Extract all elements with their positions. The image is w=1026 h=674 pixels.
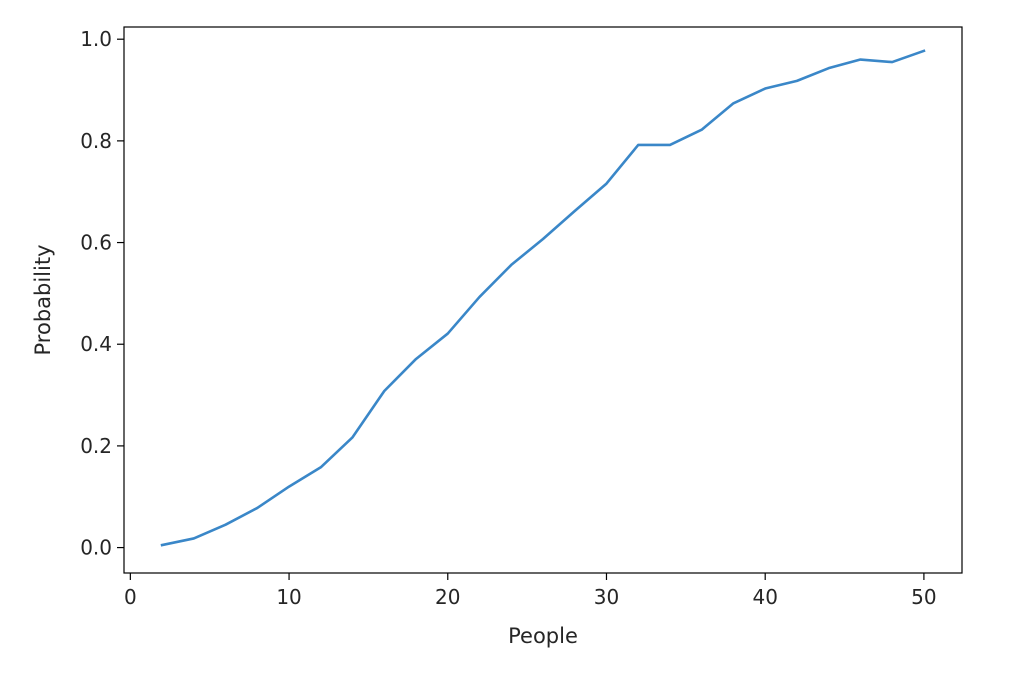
x-tick-label: 10 [276, 585, 301, 609]
x-tick-label: 0 [124, 585, 137, 609]
x-tick-label: 20 [435, 585, 460, 609]
y-axis-label: Probability [31, 244, 55, 355]
series-layer [162, 51, 924, 545]
x-tick-label: 40 [752, 585, 777, 609]
x-axis: 0 10 20 30 40 50 [124, 573, 937, 609]
axes-frame [124, 27, 962, 573]
x-tick-label: 50 [911, 585, 936, 609]
y-tick-label: 0.8 [80, 129, 112, 153]
y-tick-label: 0.6 [80, 231, 112, 255]
series-line [162, 51, 924, 545]
y-axis: 0.0 0.2 0.4 0.6 0.8 1.0 [80, 27, 124, 559]
x-tick-label: 30 [594, 585, 619, 609]
y-tick-label: 1.0 [80, 27, 112, 51]
y-tick-label: 0.0 [80, 536, 112, 560]
y-tick-label: 0.4 [80, 332, 112, 356]
y-tick-label: 0.2 [80, 434, 112, 458]
x-axis-label: People [508, 624, 578, 648]
